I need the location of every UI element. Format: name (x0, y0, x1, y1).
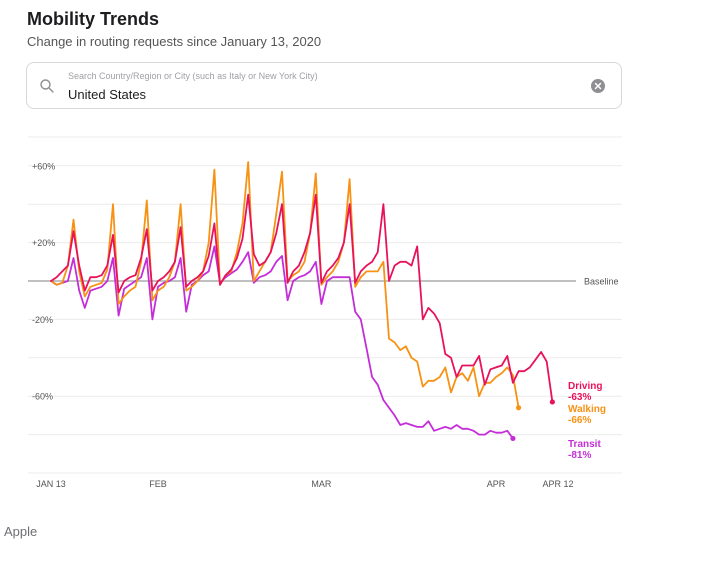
series-endpoint-walking (515, 405, 522, 411)
x-tick-label: FEB (149, 479, 167, 489)
y-tick-label: -20% (32, 315, 53, 325)
series-label-driving: Driving (568, 381, 602, 392)
source-credit: Apple (4, 524, 38, 539)
y-tick-label: -60% (32, 392, 53, 402)
x-tick-label: JAN 13 (36, 479, 66, 489)
series-label-driving: -63% (568, 392, 591, 403)
series-line-driving (50, 193, 554, 403)
y-tick-label: +60% (32, 161, 55, 171)
series-label-walking: -66% (568, 415, 591, 426)
series-label-walking: Walking (568, 404, 606, 415)
series-endpoint-driving (549, 399, 555, 405)
series-line-walking (50, 161, 520, 409)
page-subtitle: Change in routing requests since January… (27, 34, 322, 49)
baseline-label: Baseline (584, 277, 619, 287)
clear-icon[interactable] (591, 79, 605, 93)
search-placeholder: Search Country/Region or City (such as I… (68, 71, 318, 81)
search-input[interactable]: United States (68, 87, 147, 102)
search-icon (39, 78, 55, 94)
series-line-transit (50, 245, 514, 440)
mobility-chart: Baseline +60% +20% -20% -60% JAN 13 FEB MAR APR A… (28, 136, 622, 489)
page-title: Mobility Trends (27, 9, 160, 29)
series-label-transit: Transit (568, 439, 601, 450)
series-endpoint-transit (510, 435, 516, 442)
x-tick-label: MAR (311, 479, 332, 489)
search-box[interactable]: Search Country/Region or City (such as I… (26, 62, 622, 109)
x-tick-label: APR (487, 479, 506, 489)
x-tick-label: APR 12 (542, 479, 573, 489)
y-tick-label: +20% (32, 238, 55, 248)
series-label-transit: -81% (568, 450, 591, 461)
